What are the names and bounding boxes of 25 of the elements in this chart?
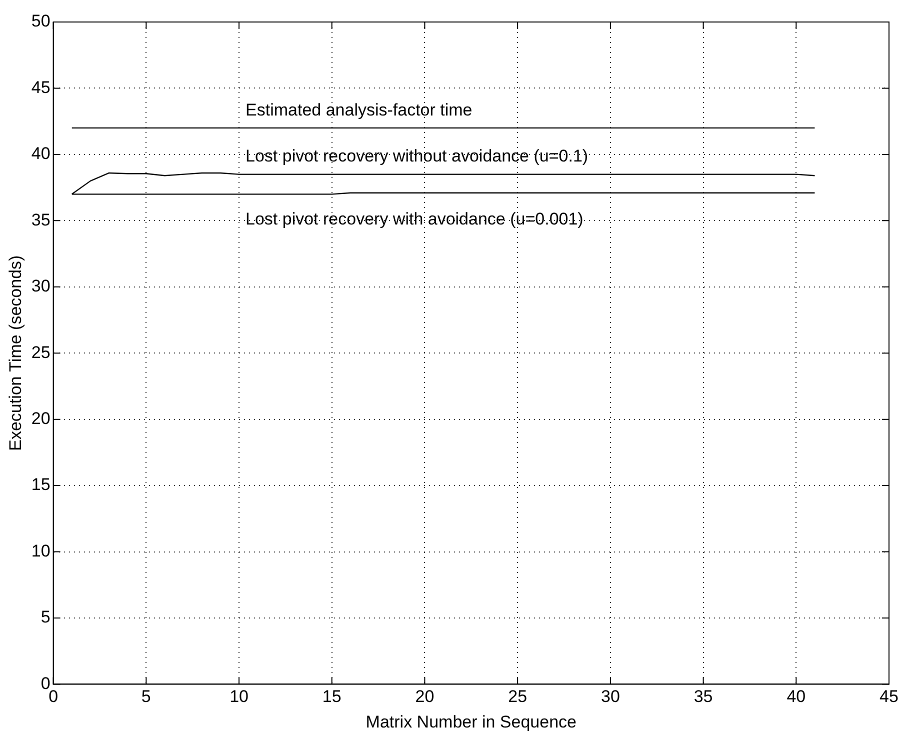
x-tick-label: 30 <box>600 687 620 706</box>
annotation: Estimated analysis-factor time <box>246 100 472 120</box>
y-tick-label: 40 <box>31 144 50 164</box>
y-tick-label: 0 <box>40 674 50 693</box>
annotation: Lost pivot recovery with avoidance (u=0.001) <box>246 210 584 229</box>
x-tick-label: 40 <box>786 687 806 706</box>
y-tick-label: 50 <box>31 12 50 31</box>
x-tick-label: 15 <box>322 687 342 706</box>
y-tick-label: 5 <box>40 608 50 627</box>
y-tick-label: 15 <box>31 475 50 494</box>
x-tick-label: 5 <box>141 687 151 706</box>
y-tick-label: 45 <box>31 78 50 97</box>
x-axis-title: Matrix Number in Sequence <box>366 712 577 732</box>
x-tick-label: 20 <box>415 687 434 706</box>
y-tick-label: 20 <box>31 409 50 428</box>
x-tick-label: 25 <box>508 687 528 706</box>
y-tick-label: 25 <box>31 342 50 362</box>
y-axis-title: Execution Time (seconds) <box>6 255 25 451</box>
x-tick-label: 35 <box>694 687 713 706</box>
x-tick-label: 10 <box>230 687 248 706</box>
x-tick-label: 45 <box>880 687 898 706</box>
y-tick-label: 30 <box>31 276 50 296</box>
y-tick-label: 10 <box>31 541 50 560</box>
y-tick-label: 35 <box>31 210 50 230</box>
annotation: Lost pivot recovery without avoidance (u=0.1) <box>246 146 588 166</box>
